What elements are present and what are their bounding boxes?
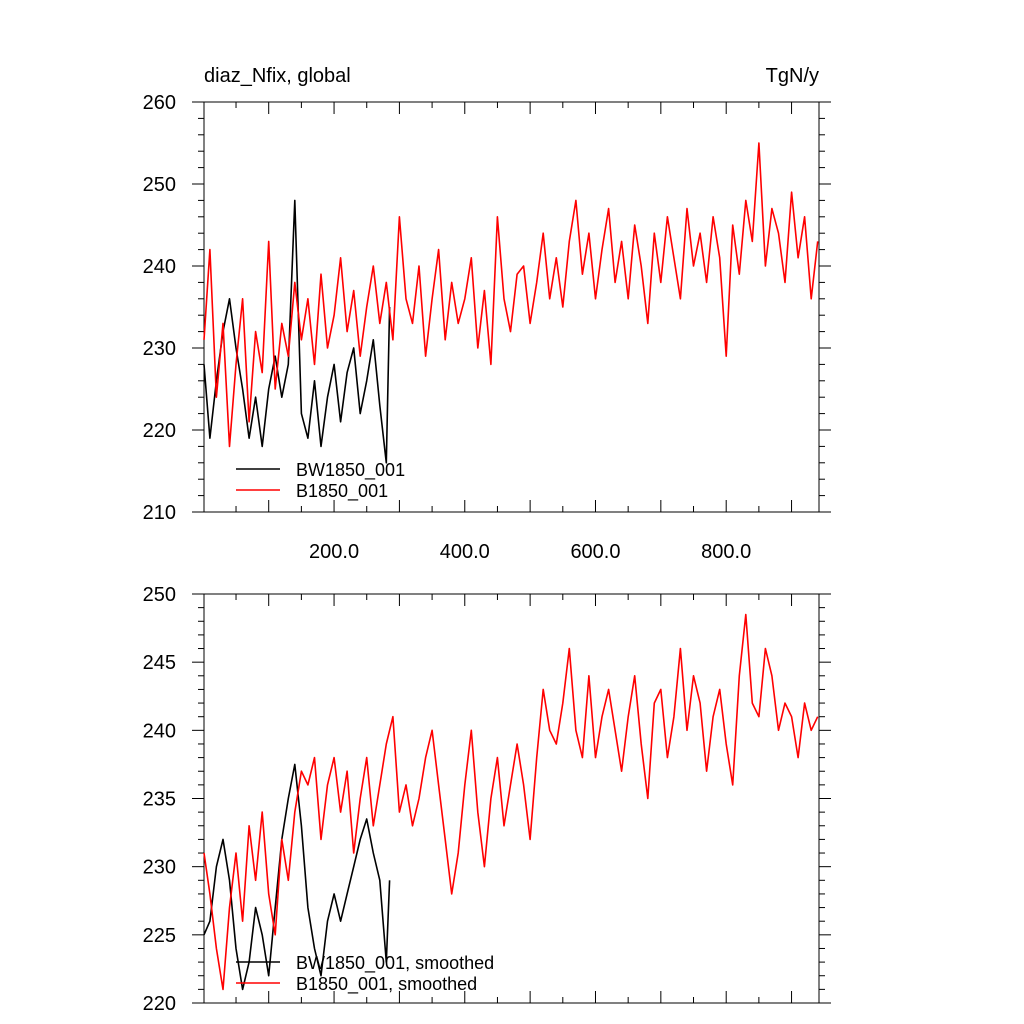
chart-panel-1 [192, 101, 831, 513]
x-tick-label: 600.0 [570, 541, 620, 563]
chart-panel-2 [192, 593, 831, 1004]
legend-label: B1850_001 [296, 481, 388, 502]
y-tick-label: 230 [143, 338, 176, 360]
legend-label: BW1850_001, smoothed [296, 953, 494, 974]
y-tick-label: 250 [143, 174, 176, 196]
y-tick-label: 240 [143, 256, 176, 278]
y-tick-label: 235 [143, 789, 176, 811]
series-line-b1850-001-smoothed [203, 613, 819, 991]
x-tick-label: 200.0 [309, 541, 359, 563]
y-tick-label: 210 [143, 502, 176, 524]
y-tick-label: 245 [143, 652, 176, 674]
chart-title-right: TgN/y [766, 65, 819, 87]
x-tick-label: 800.0 [701, 541, 751, 563]
x-tick-label: 400.0 [440, 541, 490, 563]
legend-label: BW1850_001 [296, 460, 405, 481]
y-tick-label: 250 [143, 584, 176, 606]
chart-title-left: diaz_Nfix, global [204, 65, 351, 87]
y-tick-label: 220 [143, 993, 176, 1015]
y-tick-label: 230 [143, 857, 176, 879]
y-tick-label: 240 [143, 720, 176, 742]
series-line-b1850-001 [203, 142, 819, 448]
plot-frame [203, 101, 820, 513]
y-tick-label: 225 [143, 925, 176, 947]
legend-label: B1850_001, smoothed [296, 974, 477, 995]
y-tick-label: 260 [143, 92, 176, 114]
y-tick-label: 220 [143, 420, 176, 442]
